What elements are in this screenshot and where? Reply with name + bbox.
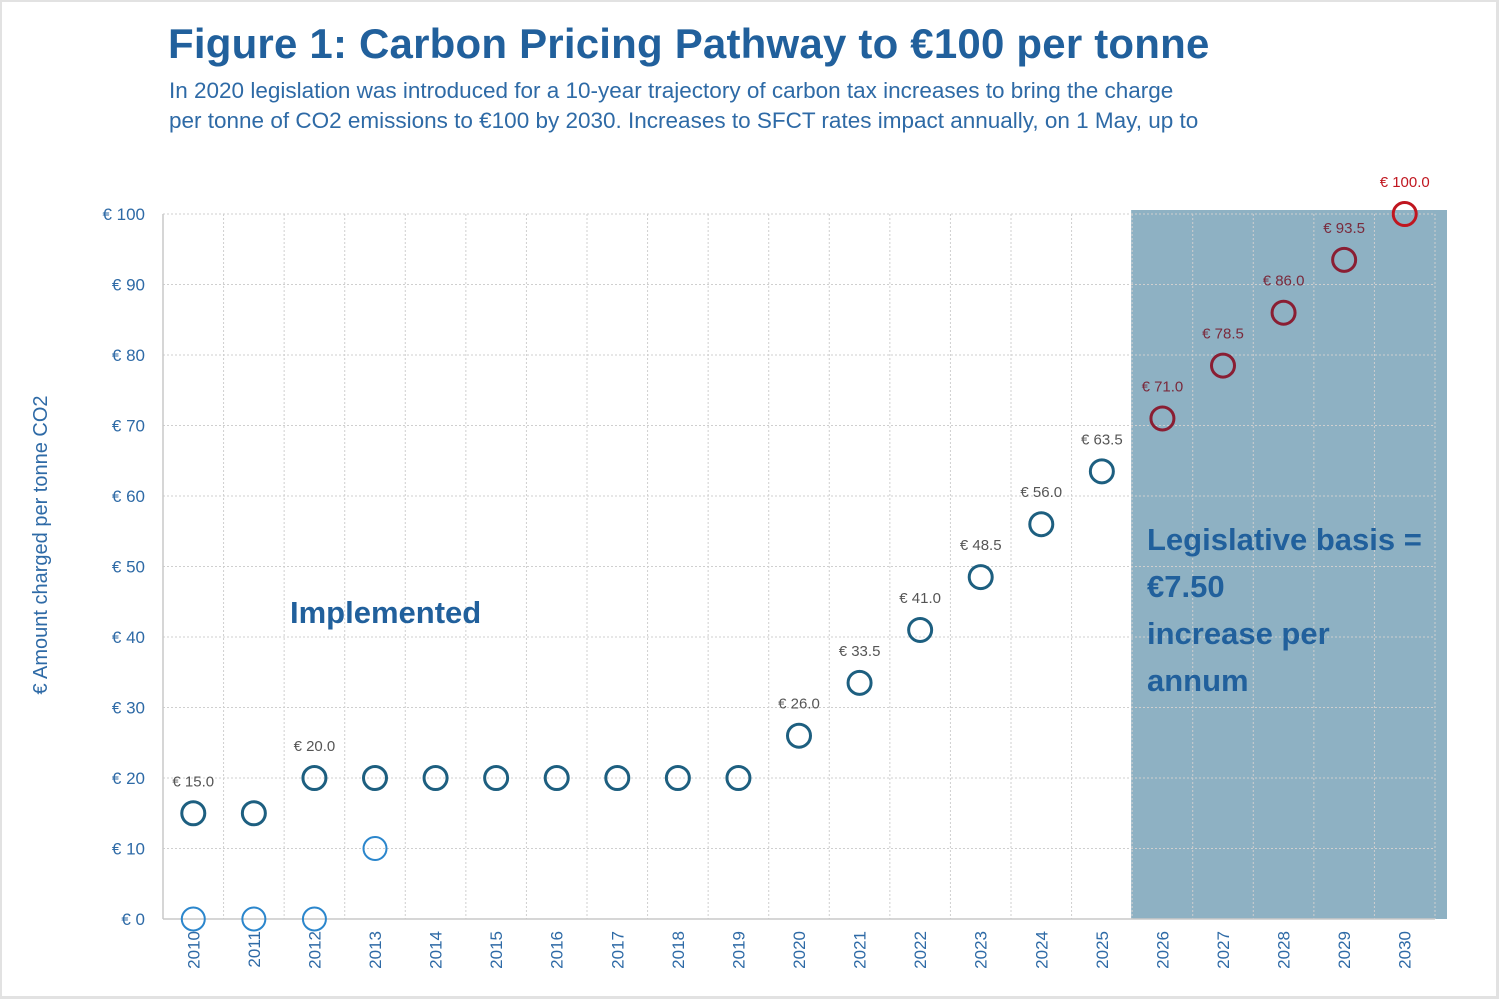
x-tick-label: 2010 [184, 931, 203, 969]
data-label-2021: € 33.5 [839, 643, 881, 660]
x-tick-label: 2028 [1275, 931, 1294, 969]
data-point-projected-2030 [1391, 201, 1418, 227]
data-point-implemented-2016 [543, 765, 570, 791]
annotation-legislative-basis: Legislative basis = €7.50 increase per annu… [1147, 522, 1422, 698]
data-point-implemented-2023 [967, 564, 994, 591]
data-label-2025: € 63.5 [1081, 431, 1123, 448]
legislative-annotation-line: €7.50 [1147, 569, 1225, 604]
legislative-annotation-line: Legislative basis = [1147, 522, 1422, 557]
data-point-secondary-2013 [362, 836, 388, 861]
y-tick-label: € 50 [112, 558, 145, 577]
data-point-implemented-2013 [362, 765, 388, 791]
x-tick-label: 2027 [1214, 931, 1233, 969]
data-point-implemented-2010 [180, 800, 207, 827]
x-tick-label: 2030 [1396, 931, 1415, 969]
data-label-2026: € 71.0 [1142, 378, 1184, 395]
data-point-implemented-2015 [483, 765, 510, 791]
x-tick-label: 2023 [972, 931, 991, 969]
y-tick-label: € 90 [112, 276, 145, 295]
x-tick-label: 2018 [669, 931, 688, 969]
data-label-2022: € 41.0 [899, 590, 941, 607]
y-tick-label: € 20 [112, 769, 145, 788]
data-point-projected-2029 [1331, 246, 1358, 273]
x-tick-label: 2013 [366, 931, 385, 969]
legislative-shaded-region [1131, 210, 1447, 919]
data-point-implemented-2019 [725, 765, 752, 791]
x-tick-label: 2021 [851, 931, 870, 969]
data-label-2020: € 26.0 [778, 696, 820, 713]
y-tick-label: € 60 [112, 487, 145, 506]
data-point-secondary-2010 [180, 906, 206, 932]
data-point-implemented-2014 [422, 765, 449, 791]
data-point-implemented-2024 [1028, 511, 1055, 538]
data-point-projected-2028 [1270, 299, 1297, 326]
x-tick-label: 2011 [245, 931, 264, 968]
data-point-implemented-2021 [846, 669, 873, 696]
x-tick-label: 2019 [729, 931, 748, 969]
data-label-2030: € 100.0 [1380, 174, 1430, 191]
x-tick-label: 2020 [790, 931, 809, 969]
data-point-implemented-2022 [907, 616, 934, 643]
data-point-implemented-2017 [604, 765, 631, 791]
chart-subtitle: In 2020 legislation was introduced for a… [169, 76, 1369, 136]
data-point-secondary-2012 [301, 906, 327, 932]
x-tick-label: 2024 [1032, 931, 1051, 969]
x-tick-label: 2015 [487, 931, 506, 969]
y-tick-label: € 30 [112, 699, 145, 718]
data-point-implemented-2020 [786, 722, 812, 749]
data-label-2023: € 48.5 [960, 537, 1002, 554]
data-point-secondary-2011 [241, 906, 267, 932]
y-tick-label: € 70 [112, 417, 145, 436]
data-point-implemented-2011 [240, 800, 267, 827]
data-label-2027: € 78.5 [1202, 326, 1244, 343]
y-tick-label: € 100 [102, 205, 145, 224]
data-label-2010: € 15.0 [172, 773, 214, 790]
y-tick-label: € 0 [121, 910, 145, 929]
x-tick-label: 2022 [911, 931, 930, 969]
data-point-implemented-2025 [1088, 458, 1115, 485]
y-tick-label: € 40 [112, 628, 145, 647]
x-tick-label: 2016 [548, 931, 567, 969]
x-tick-label: 2025 [1093, 931, 1112, 969]
legislative-annotation-line: increase per [1147, 616, 1330, 651]
y-tick-label: € 10 [112, 840, 145, 859]
legislative-annotation-line: annum [1147, 663, 1249, 698]
x-tick-label: 2029 [1335, 931, 1354, 969]
x-tick-label: 2026 [1153, 931, 1172, 969]
y-tick-label: € 80 [112, 346, 145, 365]
x-tick-label: 2014 [427, 931, 446, 969]
annotation-implemented: Implemented [290, 595, 481, 630]
data-point-projected-2026 [1149, 405, 1176, 432]
data-label-2029: € 93.5 [1323, 220, 1365, 237]
data-point-implemented-2018 [664, 765, 691, 791]
x-tick-label: 2017 [608, 931, 627, 969]
data-point-implemented-2012 [301, 765, 328, 791]
subtitle-line-2: per tonne of CO2 emissions to €100 by 20… [169, 108, 1199, 133]
data-label-2024: € 56.0 [1020, 484, 1062, 501]
subtitle-line-1: In 2020 legislation was introduced for a… [169, 78, 1174, 103]
data-point-projected-2027 [1210, 352, 1236, 379]
data-label-2012: € 20.0 [294, 738, 336, 755]
chart-title: Figure 1: Carbon Pricing Pathway to €100… [168, 20, 1210, 67]
y-axis-label: € Amount charged per tonne CO2 [30, 395, 52, 694]
x-tick-label: 2012 [305, 931, 324, 969]
data-label-2028: € 86.0 [1263, 273, 1305, 290]
